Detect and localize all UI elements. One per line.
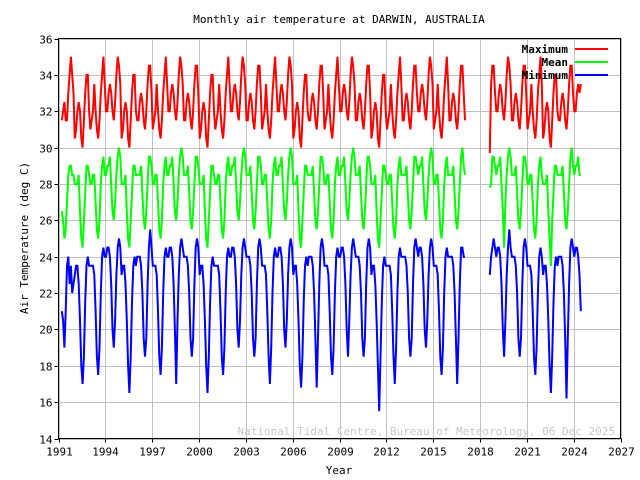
series-line-maximum <box>60 56 466 148</box>
legend-label: Maximum <box>522 43 569 56</box>
y-tick-label: 26 <box>39 215 52 228</box>
plot-frame <box>58 38 621 439</box>
x-tick-label: 1991 <box>46 446 73 459</box>
y-tick-label: 16 <box>39 397 52 410</box>
x-tick-label: 1994 <box>92 446 119 459</box>
x-tick-label: 2009 <box>327 446 354 459</box>
x-tick-label: 2012 <box>373 446 400 459</box>
y-tick-label: 14 <box>39 434 53 447</box>
y-tick-label: 22 <box>39 288 52 301</box>
x-tick-label: 2003 <box>233 446 260 459</box>
credit-watermark: National Tidal Centre, Bureau of Meteoro… <box>238 425 616 438</box>
legend-label: Mean <box>542 56 569 69</box>
x-axis-ticks: 1991 1994 1997 2000 2003 2006 2009 2012 2015 2018… <box>46 438 635 459</box>
y-tick-label: 32 <box>39 106 52 119</box>
series-line-mean <box>488 147 581 266</box>
y-tick-label: 20 <box>39 324 52 337</box>
series-line-mean <box>60 147 466 248</box>
legend-label: Minimum <box>522 69 569 82</box>
x-tick-label: 2006 <box>280 446 307 459</box>
x-tick-label: 2015 <box>420 446 447 459</box>
y-axis-label: Air Temperature (deg C) <box>18 162 31 314</box>
x-tick-label: 2018 <box>467 446 494 459</box>
y-tick-label: 34 <box>39 70 53 83</box>
y-tick-label: 18 <box>39 361 52 374</box>
series-group <box>60 56 582 412</box>
x-tick-label: 2021 <box>514 446 541 459</box>
series-line-minimum <box>60 229 465 412</box>
y-tick-label: 36 <box>39 34 52 47</box>
x-tick-label: 1997 <box>139 446 166 459</box>
y-axis-ticks: 14 16 18 20 22 24 26 28 30 32 34 36 <box>39 34 59 447</box>
y-tick-label: 30 <box>39 143 52 156</box>
x-axis-label: Year <box>326 464 353 477</box>
y-tick-label: 28 <box>39 179 52 192</box>
x-tick-label: 2027 <box>608 446 635 459</box>
y-tick-label: 24 <box>39 252 53 265</box>
series-line-minimum <box>488 229 582 399</box>
x-tick-label: 2000 <box>186 446 213 459</box>
series-line-maximum <box>488 56 582 154</box>
x-tick-label: 2024 <box>561 446 588 459</box>
chart-title: Monthly air temperature at DARWIN, AUSTR… <box>193 13 485 26</box>
